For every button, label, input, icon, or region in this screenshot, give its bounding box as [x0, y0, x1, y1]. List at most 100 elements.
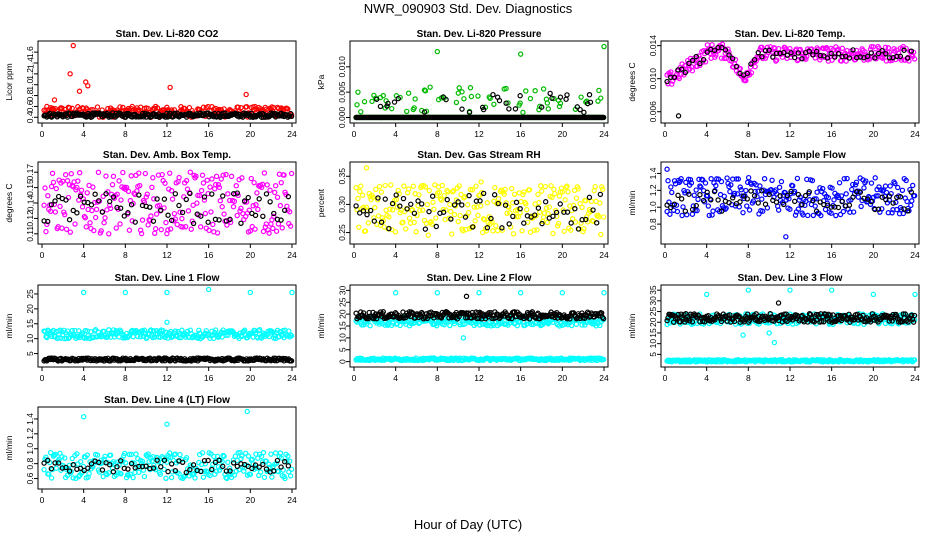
y-tick-label: 25 — [337, 297, 347, 307]
x-tick-label: 20 — [869, 373, 879, 383]
data-point — [457, 212, 463, 219]
data-point — [879, 206, 885, 212]
data-point — [501, 191, 507, 197]
data-point — [99, 209, 106, 215]
data-point — [791, 188, 798, 195]
data-point — [377, 103, 384, 110]
panel-title: Stan. Dev. Sample Flow — [734, 150, 846, 161]
data-point — [887, 183, 893, 189]
data-point — [120, 169, 126, 176]
data-point — [468, 93, 475, 100]
data-point — [781, 49, 787, 56]
data-point — [709, 42, 715, 48]
data-point — [574, 104, 581, 110]
data-point — [704, 49, 710, 55]
data-point — [852, 182, 859, 188]
data-point — [776, 184, 783, 191]
data-point — [704, 192, 711, 199]
data-point — [893, 199, 899, 206]
data-point — [676, 75, 682, 82]
x-tick-label: 8 — [123, 250, 128, 260]
data-point — [364, 211, 370, 218]
data-point — [544, 100, 551, 106]
data-point — [671, 201, 678, 207]
data-point — [425, 232, 431, 238]
data-point — [209, 176, 215, 182]
data-point — [532, 88, 538, 94]
data-point — [120, 104, 126, 111]
data-point — [76, 88, 83, 94]
x-tick-label: 4 — [704, 129, 709, 139]
x-tick-label: 16 — [516, 373, 526, 383]
data-point — [227, 216, 233, 223]
data-point — [895, 184, 901, 191]
data-point — [708, 197, 714, 203]
data-point — [511, 191, 518, 197]
data-point — [168, 217, 175, 224]
data-point — [449, 231, 455, 237]
data-point — [879, 47, 885, 54]
data-point — [288, 113, 295, 120]
data-point — [546, 204, 552, 210]
y-tick-label: 1.4 — [648, 167, 658, 179]
data-point — [573, 195, 580, 201]
data-point — [258, 184, 265, 191]
data-point — [726, 200, 732, 206]
data-point — [693, 53, 699, 60]
y-axis-label: degrees C — [627, 62, 637, 101]
data-point — [733, 176, 740, 182]
data-point — [787, 206, 793, 212]
data-point — [550, 230, 556, 237]
y-tick-label: 20 — [25, 304, 35, 314]
x-tick-label: 0 — [40, 373, 45, 383]
data-point — [493, 223, 499, 229]
x-tick-label: 24 — [599, 250, 609, 260]
data-point — [675, 192, 681, 199]
data-point — [223, 171, 229, 178]
data-point — [212, 181, 219, 188]
data-point — [584, 100, 591, 107]
data-point — [64, 178, 71, 184]
x-tick-label: 0 — [352, 373, 357, 383]
data-point — [74, 184, 80, 191]
data-point — [289, 289, 295, 296]
data-point — [125, 210, 131, 216]
data-point — [465, 209, 472, 216]
data-point — [813, 48, 820, 55]
y-tick-label: 0.014 — [648, 35, 658, 57]
data-point — [371, 218, 378, 224]
data-point — [271, 210, 277, 217]
data-point — [745, 174, 752, 181]
data-point — [393, 192, 399, 198]
data-point — [149, 184, 155, 191]
data-point — [162, 180, 168, 186]
x-tick-label: 0 — [663, 373, 668, 383]
data-point — [590, 207, 596, 213]
data-point — [74, 210, 80, 216]
data-point — [760, 208, 766, 214]
data-point — [668, 204, 674, 211]
data-point — [154, 105, 161, 111]
data-point — [386, 225, 392, 232]
data-point — [897, 194, 904, 200]
data-point — [449, 189, 456, 195]
panel-title: Stan. Dev. Line 2 Flow — [427, 273, 532, 284]
x-tick-label: 0 — [40, 250, 45, 260]
data-point — [743, 187, 749, 194]
panel-title: Stan. Dev. Line 1 Flow — [115, 273, 220, 284]
data-point — [514, 207, 521, 213]
data-point — [212, 186, 218, 192]
data-point — [908, 202, 914, 209]
data-point — [762, 201, 769, 207]
data-point — [148, 213, 154, 219]
data-point — [269, 328, 275, 335]
x-tick-label: 20 — [246, 373, 256, 383]
data-point — [507, 210, 513, 216]
data-point — [535, 205, 542, 211]
data-point — [164, 289, 170, 296]
data-point — [795, 206, 802, 212]
data-point — [188, 226, 194, 232]
data-point — [828, 50, 834, 57]
data-point — [839, 198, 845, 205]
